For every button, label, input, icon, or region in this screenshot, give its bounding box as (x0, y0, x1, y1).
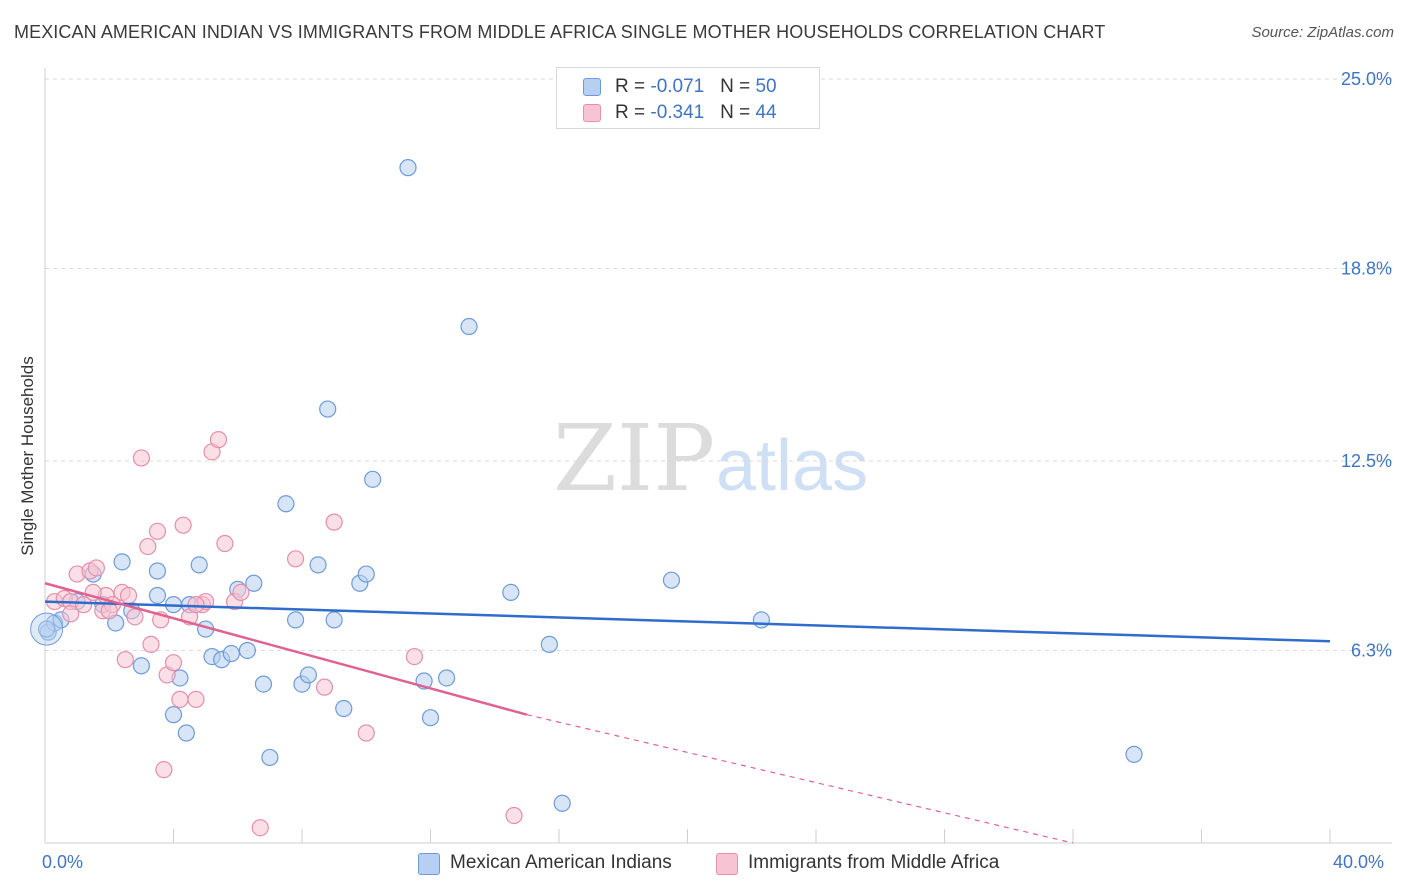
y-tick-label: 6.3% (1351, 640, 1392, 660)
source-label: Source: ZipAtlas.com (1251, 24, 1394, 41)
data-point (319, 400, 337, 418)
data-point (116, 651, 134, 669)
stats-legend: R = -0.071 N = 50 R = -0.341 N = 44 (556, 67, 820, 129)
blue-swatch (583, 78, 601, 96)
data-point (662, 571, 681, 589)
data-point (315, 678, 334, 696)
pink-swatch (583, 104, 601, 122)
data-point (364, 470, 382, 488)
grid-lines (45, 78, 1392, 651)
data-point (148, 586, 167, 605)
data-point (155, 761, 173, 779)
trend-line-pink-extension (526, 714, 1074, 844)
data-point (238, 641, 256, 660)
pink-legend-swatch (716, 853, 738, 875)
data-point (325, 611, 343, 629)
data-point (126, 608, 144, 626)
data-point (335, 699, 353, 718)
r-value: -0.071 (650, 76, 705, 97)
watermark-zip: ZIP (553, 405, 715, 512)
data-point (357, 724, 375, 742)
watermark: ZIP atlas (553, 405, 868, 512)
r-value: -0.341 (650, 102, 705, 123)
data-point (177, 724, 195, 742)
data-point (62, 605, 80, 623)
data-point (399, 159, 417, 177)
data-point (74, 596, 93, 614)
data-point (460, 317, 478, 336)
data-point (171, 690, 189, 708)
blue-legend-swatch (418, 853, 440, 875)
x-tick-label-max: 40.0% (1333, 852, 1385, 872)
data-point (505, 806, 523, 825)
n-value: 44 (755, 102, 777, 123)
y-tick-label: 12.5% (1341, 451, 1392, 471)
trend-line-pink (44, 582, 528, 716)
data-point (421, 709, 440, 727)
data-point (502, 583, 520, 602)
x-tick-label-min: 0.0% (42, 852, 84, 872)
r-label: R = (615, 102, 651, 123)
data-point (100, 602, 118, 620)
data-point (174, 516, 192, 534)
data-point (540, 635, 558, 653)
y-tick-label: 18.8% (1341, 258, 1392, 278)
data-point (38, 620, 56, 638)
data-point (325, 513, 343, 531)
series-pink-points (46, 431, 523, 837)
data-point (222, 644, 240, 663)
data-point (299, 666, 318, 684)
data-point (187, 690, 205, 708)
data-point (148, 522, 167, 540)
data-point (209, 431, 228, 449)
y-tick-labels: 6.3% 12.5% 18.8% 25.0% (1341, 69, 1392, 660)
data-point (142, 635, 160, 653)
r-label: R = (615, 76, 651, 97)
data-point (553, 794, 571, 812)
n-value: 50 (755, 76, 777, 97)
data-point (251, 819, 269, 837)
data-point (148, 562, 167, 580)
data-point (437, 669, 456, 687)
watermark-atlas: atlas (716, 426, 868, 506)
data-point (164, 654, 183, 672)
n-label: N = (720, 76, 756, 97)
data-point (309, 556, 327, 574)
data-point (286, 611, 305, 629)
data-point (132, 449, 150, 467)
data-point (261, 748, 279, 767)
data-point (286, 550, 305, 568)
data-point (139, 537, 157, 556)
data-point (357, 565, 375, 583)
legend-label: Immigrants from Middle Africa (748, 852, 1000, 873)
data-point (164, 706, 183, 724)
data-point (277, 495, 295, 513)
data-point (1125, 745, 1143, 763)
legend-label: Mexican American Indians (450, 852, 672, 873)
data-point (119, 586, 138, 605)
data-point-cluster (30, 612, 64, 646)
data-point (132, 657, 150, 675)
data-point (187, 596, 205, 614)
data-point (254, 675, 273, 693)
trend-lines (44, 582, 1331, 844)
data-point (113, 553, 131, 571)
data-point (752, 611, 770, 629)
data-point (245, 574, 263, 592)
data-point (216, 534, 234, 553)
y-tick-label: 25.0% (1341, 69, 1392, 89)
data-point (232, 583, 250, 602)
trend-line-blue (44, 600, 1331, 643)
data-point (190, 556, 208, 574)
axes (44, 68, 1392, 844)
data-point (87, 559, 106, 577)
chart-title: MEXICAN AMERICAN INDIAN VS IMMIGRANTS FR… (14, 22, 1106, 42)
data-point (405, 647, 424, 666)
n-label: N = (720, 102, 756, 123)
